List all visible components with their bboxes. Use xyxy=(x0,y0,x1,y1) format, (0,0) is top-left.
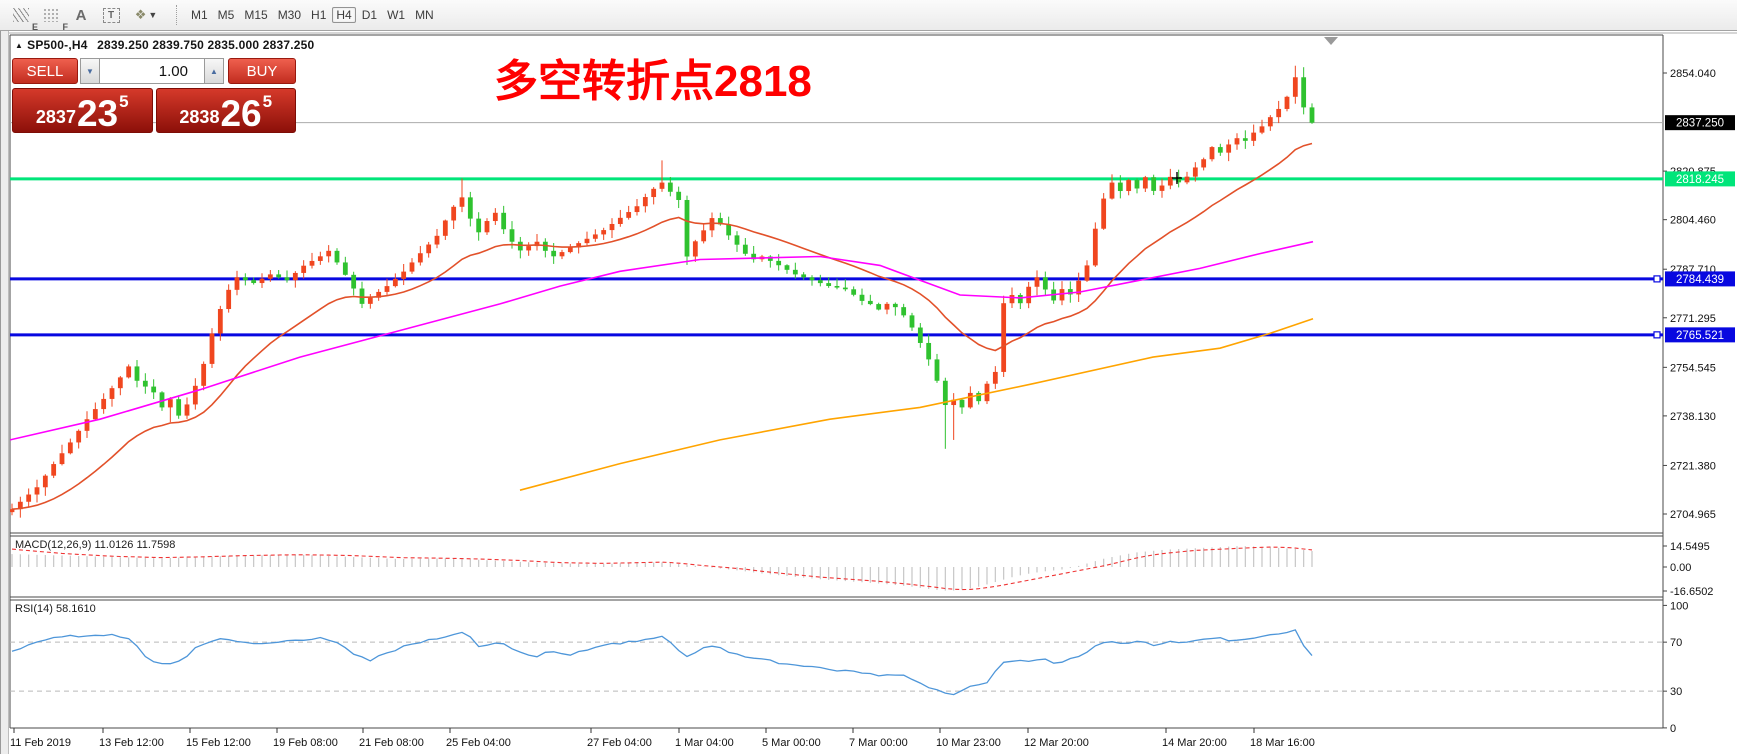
ma-fast-line[interactable] xyxy=(11,142,1313,510)
buy-price-prefix: 2838 xyxy=(179,107,220,127)
moving-averages-layer xyxy=(10,142,1314,510)
objects-arrows-icon[interactable]: ❖ ▼ xyxy=(134,7,158,22)
rsi-tick-70: 70 xyxy=(1670,637,1682,649)
sell-price-prefix: 2837 xyxy=(35,107,76,127)
macd-tick-14.5495: 14.5495 xyxy=(1670,541,1710,553)
rsi-label: RSI(14) 58.1610 xyxy=(15,603,96,615)
timeframe-button-h1[interactable]: H1 xyxy=(311,7,327,22)
main-price-panel[interactable] xyxy=(10,122,1663,337)
timeframe-button-h4[interactable]: H4 xyxy=(332,6,356,23)
time-tick-label: 7 Mar 00:00 xyxy=(849,737,908,749)
volume-input[interactable]: 1.00 xyxy=(100,58,204,84)
macd-tick--16.6502: -16.6502 xyxy=(1670,586,1713,598)
price-tick-2754.545: 2754.545 xyxy=(1670,362,1716,374)
chart-annotation-text: 多空转折点2818 xyxy=(494,57,812,106)
timeframe-button-m1[interactable]: M1 xyxy=(191,7,208,22)
toolbar: E F A T ❖ ▼ M1 M5 M15 M30 H1 H4 D1 W1 MN xyxy=(0,0,1737,32)
timeframe-button-d1[interactable]: D1 xyxy=(361,7,378,22)
price-badge-2784.439 xyxy=(1665,271,1735,287)
ma-mid-line[interactable] xyxy=(10,240,1314,441)
text-box-icon[interactable]: T xyxy=(98,3,124,27)
time-tick-label: 12 Mar 20:00 xyxy=(1024,737,1089,749)
crosshair-marker-icon xyxy=(1172,172,1182,184)
sell-price-panel[interactable]: 2837 23 5 xyxy=(12,88,153,133)
rsi-tick-30: 30 xyxy=(1670,686,1682,698)
svg-text:2837.250: 2837.250 xyxy=(1676,118,1724,130)
price-tick-2721.380: 2721.380 xyxy=(1670,460,1716,472)
time-tick-label: 19 Feb 08:00 xyxy=(273,737,338,749)
volume-spinner: ▼ 1.00 ▲ xyxy=(80,58,224,84)
time-tick-label: 11 Feb 2019 xyxy=(10,737,71,749)
price-tick-2738.130: 2738.130 xyxy=(1670,411,1716,423)
timeframe-button-m15[interactable]: M15 xyxy=(244,7,268,22)
toolbar-separator xyxy=(176,5,178,25)
panel-borders xyxy=(9,34,1664,729)
grid-templates-icon[interactable]: F xyxy=(38,3,68,32)
timeframe-button-m5[interactable]: M5 xyxy=(217,7,235,22)
timeframe-group: M1 M5 M15 M30 H1 H4 D1 W1 MN xyxy=(186,5,439,26)
buy-price-big: 26 xyxy=(220,92,262,134)
symbol-ohlc-bar: ▲ SP500-,H4 2839.250 2839.750 2835.000 28… xyxy=(15,38,314,52)
chart-shift-marker-icon[interactable] xyxy=(1324,37,1338,45)
one-click-trading-widget: SELL ▼ 1.00 ▲ BUY 2837 23 5 2838 26 5 xyxy=(12,58,296,133)
sell-price-big: 23 xyxy=(76,92,119,134)
indicators-hatch-icon[interactable]: E xyxy=(8,3,38,32)
time-axis[interactable]: 11 Feb 2019 13 Feb 12:00 15 Feb 12:00 19 Fe… xyxy=(10,728,1315,749)
symbol-ohlc-values: 2839.250 2839.750 2835.000 2837.250 xyxy=(97,38,315,52)
price-tick-2804.460: 2804.460 xyxy=(1670,215,1716,227)
buy-price-sup: 5 xyxy=(262,92,273,111)
symbol-name: SP500-,H4 xyxy=(27,38,88,52)
price-tick-2704.965: 2704.965 xyxy=(1670,509,1716,521)
candles-layer xyxy=(10,65,1315,518)
time-tick-label: 18 Mar 16:00 xyxy=(1250,737,1315,749)
window-left-edge xyxy=(0,31,9,754)
buy-price-panel[interactable]: 2838 26 5 xyxy=(155,88,296,134)
rsi-tick-0: 0 xyxy=(1670,723,1676,735)
price-tick-2854.040: 2854.040 xyxy=(1670,68,1716,80)
time-tick-label: 1 Mar 04:00 xyxy=(675,737,734,749)
time-tick-label: 5 Mar 00:00 xyxy=(762,737,821,749)
svg-text:2784.439: 2784.439 xyxy=(1676,274,1724,286)
ma-slow-line[interactable] xyxy=(519,317,1314,491)
timeframe-button-mn[interactable]: MN xyxy=(415,7,434,22)
macd-signal-line xyxy=(11,546,1313,591)
hline-handle[interactable] xyxy=(1653,331,1661,339)
symbol-marker-icon: ▲ xyxy=(15,41,24,50)
time-tick-label: 13 Feb 12:00 xyxy=(99,737,164,749)
macd-label: MACD(12,26,9) 11.0126 11.7598 xyxy=(15,539,176,551)
time-tick-label: 10 Mar 23:00 xyxy=(936,737,1001,749)
macd-panel xyxy=(11,546,1313,591)
price-badge-2765.521 xyxy=(1665,327,1735,343)
rsi-line xyxy=(11,629,1313,696)
rsi-panel xyxy=(10,629,1663,696)
price-axis[interactable]: 2854.0402820.8752804.4602787.7102771.295… xyxy=(1653,68,1735,735)
volume-decrease-button[interactable]: ▼ xyxy=(80,58,100,84)
svg-text:2818.245: 2818.245 xyxy=(1676,174,1724,186)
volume-increase-button[interactable]: ▲ xyxy=(204,58,224,84)
svg-text:2765.521: 2765.521 xyxy=(1676,330,1724,342)
hline-handle[interactable] xyxy=(1653,275,1661,283)
timeframe-button-w1[interactable]: W1 xyxy=(387,7,406,22)
time-tick-label: 14 Mar 20:00 xyxy=(1162,737,1227,749)
rsi-tick-100: 100 xyxy=(1670,600,1688,612)
buy-button[interactable]: BUY xyxy=(228,58,296,84)
time-tick-label: 27 Feb 04:00 xyxy=(587,737,652,749)
sell-price-sup: 5 xyxy=(119,92,129,111)
window-top-band xyxy=(0,32,1737,34)
price-tick-2771.295: 2771.295 xyxy=(1670,313,1716,325)
time-tick-label: 25 Feb 04:00 xyxy=(446,737,511,749)
price-badge-2818.245 xyxy=(1665,171,1735,187)
time-tick-label: 15 Feb 12:00 xyxy=(186,737,251,749)
time-tick-label: 21 Feb 08:00 xyxy=(359,737,424,749)
timeframe-button-m30[interactable]: M30 xyxy=(277,7,302,22)
sell-button[interactable]: SELL xyxy=(12,58,78,84)
current-price-badge xyxy=(1665,115,1735,131)
macd-tick-0.00: 0.00 xyxy=(1670,562,1691,574)
text-label-icon[interactable]: A xyxy=(75,6,87,24)
